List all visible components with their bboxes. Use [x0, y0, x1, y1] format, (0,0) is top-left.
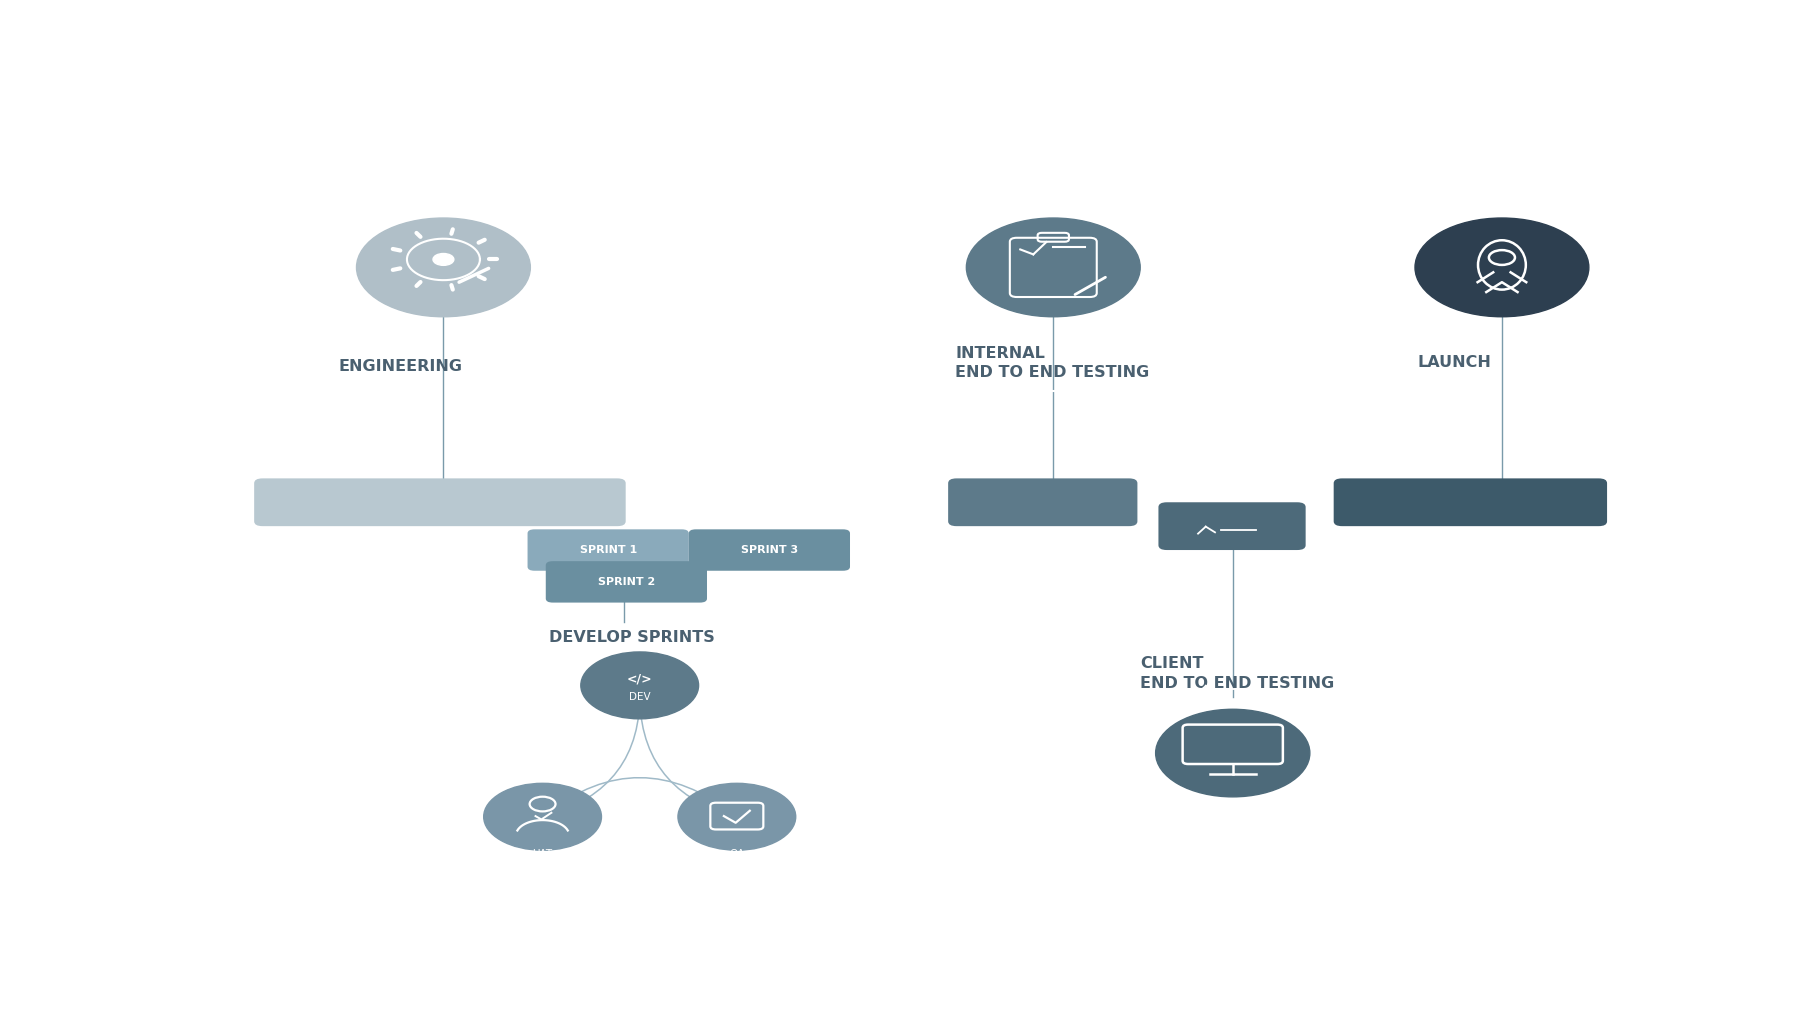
Text: LAUNCH: LAUNCH: [1416, 356, 1491, 370]
Circle shape: [581, 652, 698, 719]
Circle shape: [1156, 709, 1310, 797]
Circle shape: [678, 784, 796, 850]
Text: CLIENT
END TO END TESTING: CLIENT END TO END TESTING: [1140, 657, 1335, 691]
Text: SPRINT 2: SPRINT 2: [597, 577, 655, 587]
Text: INTERNAL
END TO END TESTING: INTERNAL END TO END TESTING: [955, 345, 1149, 381]
Circle shape: [966, 218, 1140, 316]
Text: SPRINT 3: SPRINT 3: [742, 545, 798, 555]
FancyBboxPatch shape: [253, 479, 626, 526]
Text: UAT: UAT: [532, 849, 552, 858]
Circle shape: [356, 218, 530, 316]
FancyBboxPatch shape: [546, 561, 707, 603]
Text: ENGINEERING: ENGINEERING: [338, 360, 463, 374]
FancyBboxPatch shape: [528, 529, 689, 571]
FancyBboxPatch shape: [1333, 479, 1606, 526]
FancyBboxPatch shape: [948, 479, 1138, 526]
FancyBboxPatch shape: [1158, 503, 1306, 550]
Text: SPRINT 1: SPRINT 1: [579, 545, 637, 555]
Text: </>: </>: [628, 673, 653, 686]
Circle shape: [432, 253, 454, 266]
Text: DEV: DEV: [630, 692, 651, 702]
Circle shape: [1415, 218, 1588, 316]
FancyBboxPatch shape: [689, 529, 850, 571]
Text: DEVELOP SPRINTS: DEVELOP SPRINTS: [548, 630, 715, 645]
Circle shape: [483, 784, 601, 850]
Text: QA: QA: [729, 849, 745, 858]
